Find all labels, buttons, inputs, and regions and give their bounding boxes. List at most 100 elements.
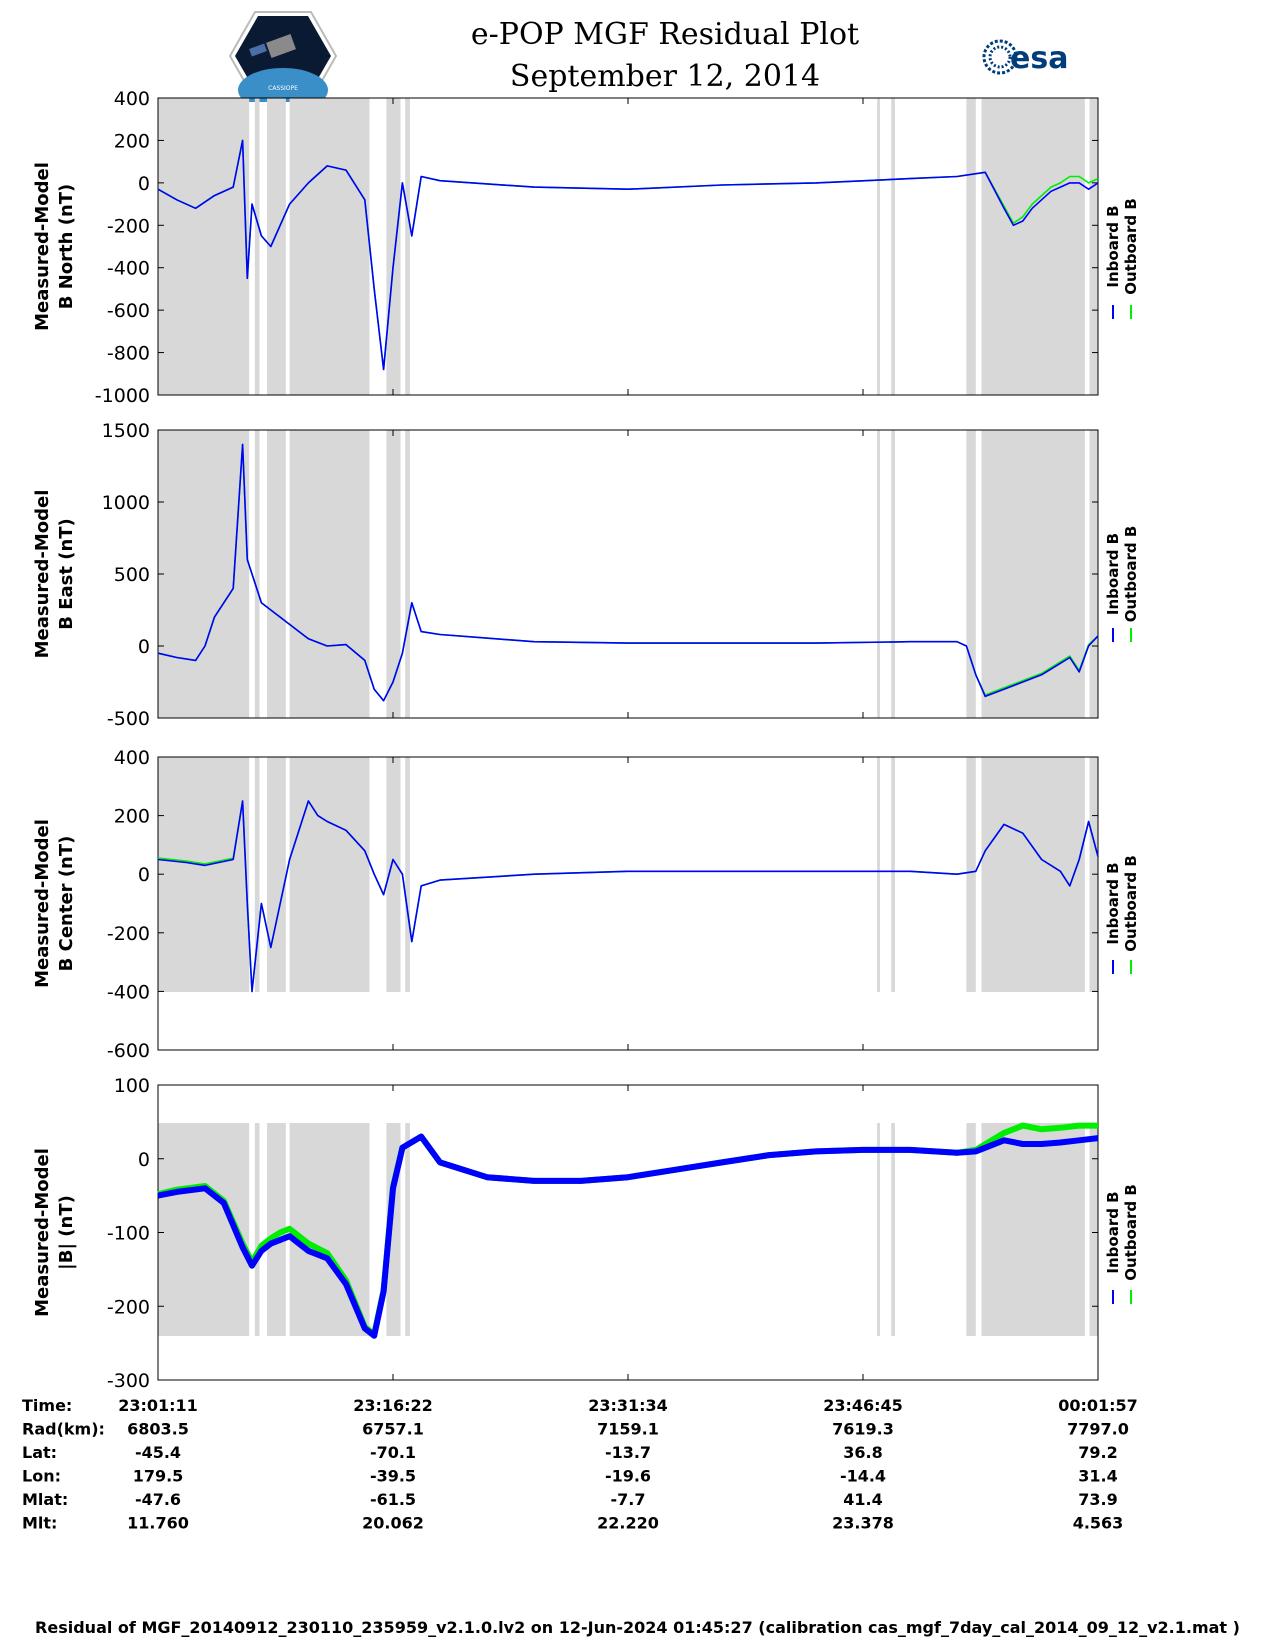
- series-line-inboard: [157, 139, 1099, 371]
- y-axis-label: Measured-Model: [32, 162, 53, 331]
- info-cell: -61.5: [370, 1490, 416, 1509]
- shade-band: [877, 757, 880, 992]
- chart-panel-2: 1500 1000 500 0 -500 Measured-Model B East (nT…: [32, 420, 1140, 730]
- info-cell: 79.2: [1078, 1443, 1117, 1462]
- info-cell: 11.760: [127, 1514, 189, 1533]
- shade-band: [981, 757, 1085, 992]
- shade-band: [386, 98, 401, 395]
- shade-band: [254, 430, 260, 718]
- y-tick-label: -500: [107, 708, 150, 730]
- esa-logo: esa: [982, 39, 1068, 76]
- info-cell: 00:01:57: [1058, 1396, 1138, 1415]
- cassiope-logo: CASSIOPE: [228, 11, 338, 102]
- shade-band: [405, 430, 410, 718]
- legend-label: Inboard B: [1104, 205, 1122, 287]
- y-axis-label: B East (nT): [56, 518, 77, 630]
- y-tick-label: 400: [114, 88, 150, 110]
- y-tick-label: -100: [107, 1223, 150, 1245]
- legend-label: Inboard B: [1104, 862, 1122, 944]
- shade-band: [966, 1123, 976, 1336]
- shade-band: [158, 430, 250, 718]
- shade-band: [267, 757, 286, 992]
- y-tick-label: -800: [107, 343, 150, 365]
- shade-band: [254, 757, 260, 992]
- legend-label: Outboard B: [1122, 198, 1140, 295]
- shade-band: [289, 757, 370, 992]
- shade-band: [386, 757, 401, 992]
- chart-panel-1: 400 200 0 -200 -400 -600 -800 -1000 Measured-Mod…: [32, 88, 1140, 407]
- y-tick-label: 200: [114, 806, 150, 828]
- info-cell: -19.6: [605, 1467, 651, 1486]
- y-tick-label: 200: [114, 130, 150, 152]
- series-line-inboard: [157, 443, 1099, 702]
- shade-band: [877, 430, 880, 718]
- shade-band: [981, 98, 1085, 395]
- info-cell: 23.378: [832, 1514, 894, 1533]
- y-tick-label: -400: [107, 981, 150, 1003]
- y-tick-label: -400: [107, 258, 150, 280]
- info-cell: 6803.5: [127, 1420, 189, 1439]
- shade-band: [158, 757, 250, 992]
- info-cell: 23:31:34: [588, 1396, 668, 1415]
- shade-band: [267, 1123, 286, 1336]
- info-cell: -14.4: [840, 1467, 886, 1486]
- info-cell: 23:46:45: [823, 1396, 903, 1415]
- y-tick-label: 0: [138, 1149, 150, 1171]
- plot-title: e-POP MGF Residual Plot: [470, 17, 860, 52]
- shade-band: [891, 1123, 895, 1336]
- esa-logo-text: esa: [1010, 41, 1068, 76]
- y-tick-label: 0: [138, 864, 150, 886]
- info-cell: 7797.0: [1067, 1420, 1129, 1439]
- info-row-label: Rad(km):: [22, 1420, 105, 1439]
- series-line-inboard: [157, 800, 1099, 993]
- info-cell: 23:16:22: [353, 1396, 433, 1415]
- legend-label: Outboard B: [1122, 1184, 1140, 1281]
- title-block: e-POP MGF Residual Plot September 12, 20…: [330, 14, 1000, 98]
- plot-date: September 12, 2014: [509, 59, 821, 94]
- shade-band: [405, 1123, 410, 1336]
- y-axis-label: Measured-Model: [32, 490, 53, 659]
- y-axis-label: B North (nT): [56, 184, 77, 310]
- y-axis-label: Measured-Model: [32, 819, 53, 988]
- legend-label: Inboard B: [1104, 1191, 1122, 1273]
- info-cell: -45.4: [135, 1443, 181, 1462]
- shade-band: [891, 757, 895, 992]
- info-row-label: Mlt:: [22, 1514, 57, 1533]
- x-axis-info-table: Time: 23:01:11 23:16:22 23:31:34 23:46:45 00:…: [22, 1396, 1138, 1533]
- shade-band: [158, 98, 250, 395]
- chart-panel-4: 100 0 -100 -200 -300 Measured-Model |B| (nT) In…: [32, 1075, 1140, 1392]
- y-tick-label: 100: [114, 1075, 150, 1097]
- info-cell: -7.7: [611, 1490, 646, 1509]
- chart-panel-3: 400 200 0 -200 -400 -600 Measured-Model B Cente…: [32, 747, 1140, 1062]
- info-cell: 23:01:11: [118, 1396, 198, 1415]
- y-tick-label: -600: [107, 300, 150, 322]
- info-cell: 36.8: [843, 1443, 882, 1462]
- shade-band: [966, 430, 976, 718]
- series-line-inboard: [157, 1133, 1099, 1339]
- y-tick-label: 0: [138, 636, 150, 658]
- shade-band: [254, 1123, 260, 1336]
- info-cell: 179.5: [133, 1467, 184, 1486]
- info-cell: 41.4: [843, 1490, 882, 1509]
- info-cell: -39.5: [370, 1467, 416, 1486]
- y-tick-label: -200: [107, 1296, 150, 1318]
- legend-label: Outboard B: [1122, 526, 1140, 623]
- shade-band: [891, 430, 895, 718]
- y-axis-label: Measured-Model: [32, 1148, 53, 1317]
- info-row-label: Time:: [22, 1396, 72, 1415]
- y-tick-label: 1000: [102, 492, 150, 514]
- info-cell: 7619.3: [832, 1420, 894, 1439]
- shade-band: [386, 430, 401, 718]
- shade-band: [1089, 98, 1098, 395]
- info-cell: 20.062: [362, 1514, 424, 1533]
- info-cell: 7159.1: [597, 1420, 659, 1439]
- shade-band: [405, 757, 410, 992]
- y-axis-label: |B| (nT): [56, 1195, 77, 1270]
- y-tick-label: 1500: [102, 420, 150, 442]
- info-row-label: Mlat:: [22, 1490, 68, 1509]
- y-tick-label: -300: [107, 1370, 150, 1392]
- info-cell: 4.563: [1073, 1514, 1124, 1533]
- y-tick-label: 500: [114, 564, 150, 586]
- y-tick-label: -1000: [95, 385, 150, 407]
